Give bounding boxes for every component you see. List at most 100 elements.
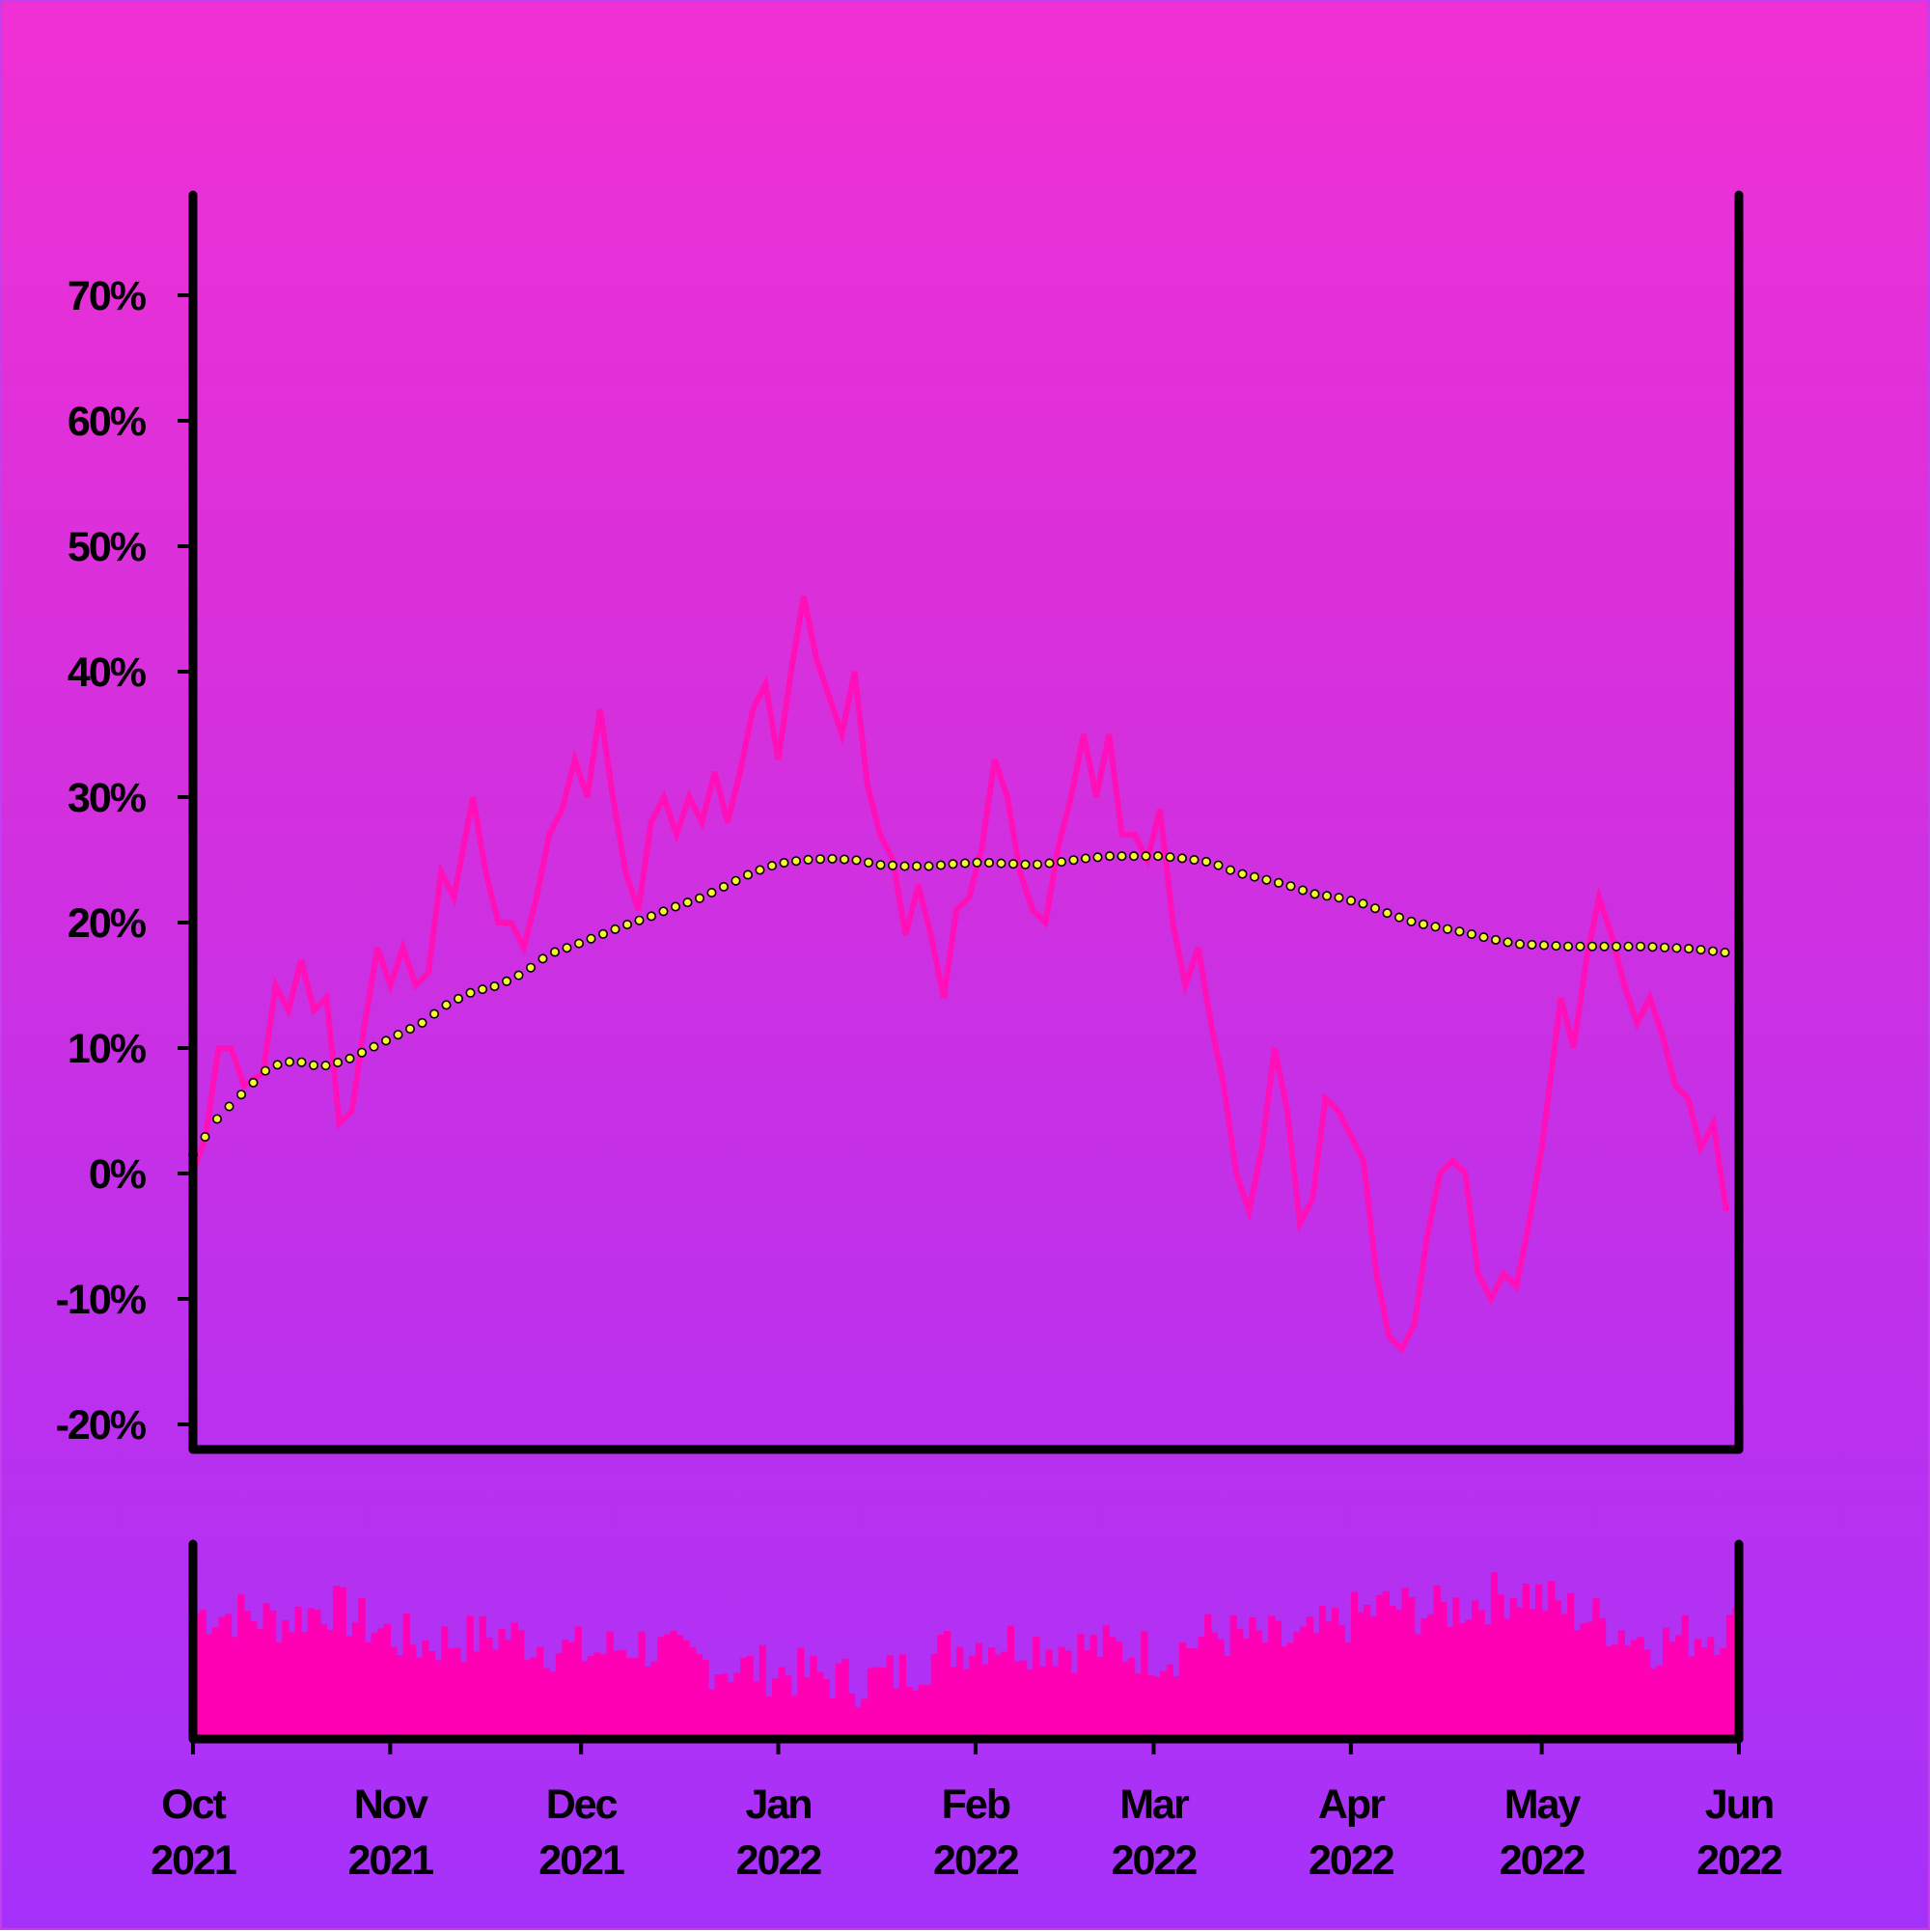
volume-bar [237,1594,245,1739]
moving-average-dot [1684,943,1695,953]
volume-bar [206,1634,213,1739]
moving-average-dot [1527,939,1537,950]
moving-average-dot [1129,851,1140,862]
volume-bar [530,1657,538,1739]
y-tick-label: 70% [68,273,147,319]
volume-bar [981,1664,989,1739]
volume-bar [1236,1628,1244,1739]
moving-average-dot [212,1114,223,1124]
y-tick-label: -20% [56,1402,147,1449]
volume-bar [714,1674,722,1739]
y-tick-label: 30% [68,775,147,821]
moving-average-dot [549,947,560,957]
volume-bar [854,1706,862,1739]
volume-bar [314,1610,321,1739]
volume-bar [537,1646,544,1739]
moving-average-dot [779,857,789,868]
volume-bar [657,1637,665,1739]
volume-bar [396,1655,404,1739]
volume-bar [969,1655,977,1739]
moving-average-dot [284,1057,294,1067]
moving-average-dot [766,861,777,871]
moving-average-dot [260,1065,270,1076]
moving-average-dot [1081,853,1091,864]
volume-bar [727,1681,734,1739]
moving-average-dot [1105,851,1116,862]
moving-average-dot [875,860,886,870]
moving-average-dot [1575,941,1585,952]
moving-average-dot [597,928,608,939]
y-tick-label: 50% [68,524,147,570]
moving-average-dot [1044,858,1055,869]
volume-bar [243,1611,251,1739]
y-tick-label: 40% [68,649,147,696]
moving-average-dot [465,987,476,998]
x-tick-month: Jan [745,1781,811,1828]
volume-bar [708,1689,716,1739]
volume-bar [333,1586,341,1739]
x-tick-year: 2021 [538,1837,624,1884]
volume-bar [1077,1633,1085,1739]
volume-bar [250,1621,258,1739]
volume-bar [1624,1645,1632,1739]
volume-bar [491,1649,500,1739]
volume-bar [1350,1591,1359,1739]
moving-average-dot [1346,896,1357,906]
volume-bar [988,1647,996,1739]
volume-bar [873,1667,881,1739]
x-tick-month: Apr [1318,1781,1386,1828]
volume-bar [351,1621,359,1739]
moving-average-dot [1599,941,1610,952]
moving-average-dot [248,1077,259,1088]
volume-bar [1318,1606,1327,1739]
moving-average-dot [839,854,849,865]
volume-bar [1605,1645,1613,1739]
volume-bar [1643,1649,1651,1739]
moving-average-dot [296,1057,307,1067]
volume-bar [1178,1642,1187,1739]
moving-average-dot [1250,871,1260,882]
volume-bar [1013,1661,1021,1739]
moving-average-dot [1068,855,1079,866]
volume-bar [262,1603,270,1739]
y-tick-label: 0% [89,1151,147,1198]
y-tick-label: -10% [56,1277,147,1323]
volume-bar [822,1678,830,1739]
volume-bar [542,1668,550,1739]
volume-bar [301,1632,309,1739]
moving-average-dot [658,906,669,917]
volume-bar [231,1637,238,1739]
moving-average-dot [1539,940,1550,951]
moving-average-dot [1201,856,1212,867]
volume-bar [1306,1616,1313,1739]
volume-bar [1446,1627,1453,1739]
volume-bar [1102,1625,1110,1739]
moving-average-dot [1394,912,1405,923]
volume-bar [1408,1597,1416,1739]
moving-average-dot [790,856,801,867]
moving-average-dot [489,980,500,991]
volume-bar [1109,1637,1117,1739]
volume-bar [1045,1649,1053,1739]
volume-bar [911,1690,920,1739]
moving-average-dot [1370,903,1381,914]
volume-bar [1535,1585,1543,1739]
volume-bar [1210,1632,1218,1739]
moving-average-dot [1274,877,1284,888]
volume-bar [950,1667,957,1739]
volume-bar [339,1587,346,1739]
x-tick-month: Jun [1705,1781,1773,1828]
moving-average-dot [1419,919,1429,929]
volume-bar [1141,1631,1148,1739]
volume-bar [663,1634,672,1739]
volume-bar [365,1642,372,1739]
volume-bar [517,1630,525,1739]
moving-average-dot [272,1060,283,1070]
moving-average-dot [803,854,813,865]
volume-bar [485,1637,493,1739]
moving-average-dot [755,865,765,875]
axes-frames [188,190,1744,1744]
volume-bar [771,1678,780,1739]
moving-average-dot [586,933,596,944]
volume-bar [1058,1646,1065,1739]
